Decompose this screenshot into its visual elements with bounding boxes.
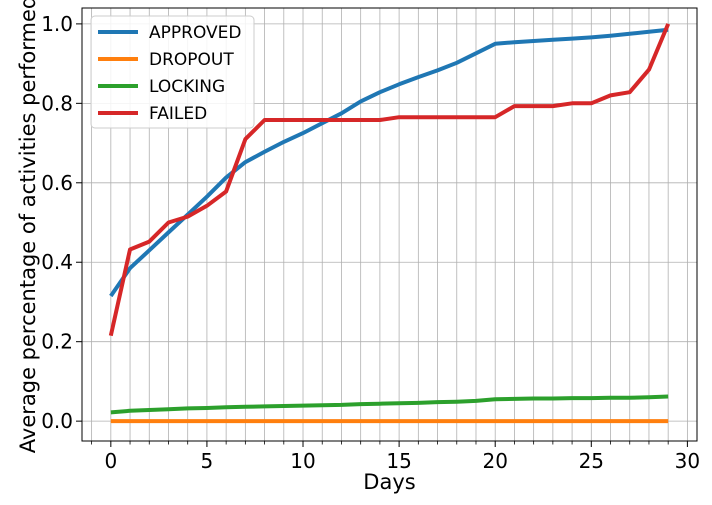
plot-frame xyxy=(81,7,698,442)
y-tick-label: 0.6 xyxy=(41,171,73,195)
y-tick-label: 0.8 xyxy=(41,91,73,115)
series-line-approved xyxy=(109,27,669,298)
x-tick-label: 30 xyxy=(675,449,700,473)
x-tick-label: 25 xyxy=(579,449,604,473)
x-tick-label: 10 xyxy=(290,449,315,473)
y-tick-label: 0.2 xyxy=(41,330,73,354)
legend-box xyxy=(90,15,255,129)
y-tick-label: 1.0 xyxy=(41,12,73,36)
legend-label: FAILED xyxy=(149,104,207,124)
x-axis-label: Days xyxy=(363,470,415,494)
x-tick-label: 15 xyxy=(386,449,411,473)
x-tick-label: 20 xyxy=(482,449,507,473)
series-layer xyxy=(108,23,671,424)
x-tick-label: 0 xyxy=(104,449,117,473)
legend-label: APPROVED xyxy=(149,23,242,43)
y-tick-label: 0.0 xyxy=(41,409,73,433)
y-tick-label: 0.4 xyxy=(41,250,73,274)
legend-label: DROPOUT xyxy=(149,50,234,70)
legend: APPROVED DROPOUT LOCKING FAILED xyxy=(90,15,255,129)
series-line-failed xyxy=(108,23,671,337)
x-tick-label: 5 xyxy=(201,449,214,473)
ticks: 0 5 10 15 20 25 30 0.0 0.2 0.4 0.6 0.8 1.0 xyxy=(41,12,700,473)
legend-label: LOCKING xyxy=(149,77,225,97)
y-axis-label: Average percentage of activities perform… xyxy=(16,0,40,453)
series-line-locking xyxy=(110,394,669,415)
